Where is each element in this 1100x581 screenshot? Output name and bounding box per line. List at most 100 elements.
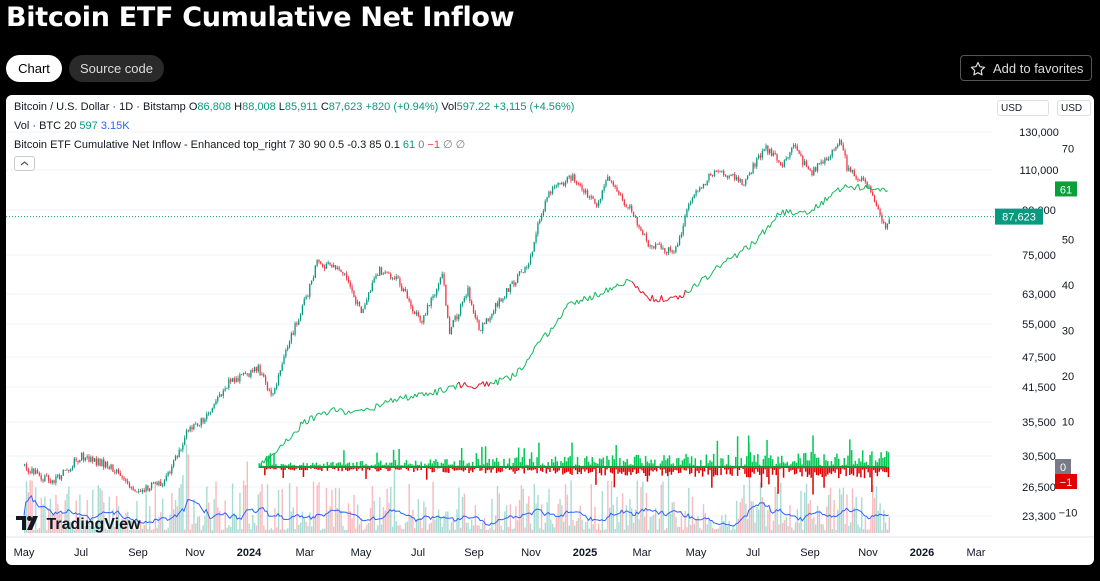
etf-line-segment [751,241,754,244]
volume-bar [759,482,762,533]
candle-body [693,194,695,198]
candle-body [498,298,500,307]
volume-bar [154,481,157,533]
currency-selector-left[interactable]: USD [997,100,1049,116]
inflow-bar-down [804,467,807,472]
etf-line-segment [683,289,686,298]
volume-bar [226,527,228,533]
etf-line-segment [626,278,629,281]
inflow-bar-up [523,448,525,467]
inflow-bar-up [424,463,426,467]
etf-line-segment [659,295,662,302]
inflow-bar-down [758,467,761,475]
inflow-bar-up [411,464,413,467]
inflow-bar-up [755,461,757,467]
candle-body [145,485,147,492]
candle-body [49,480,52,483]
collapse-legend-button[interactable] [14,156,35,171]
candle-body [515,282,517,286]
volume-indicator-legend[interactable]: Vol · BTC 20 597 3.15K [14,120,130,132]
chart-panel[interactable]: 130,000110,00090,00075,00063,00055,00047… [6,95,1094,565]
inflow-bar-down [405,467,408,470]
volume-bar [331,489,333,533]
inflow-bar-down [289,467,292,470]
candle-body [787,157,789,159]
inflow-bar-down [817,467,820,476]
candle-body [47,475,50,481]
etf-line-segment [423,392,427,397]
volume-bar [579,505,581,533]
volume-bar [299,522,302,533]
candle-body [207,413,210,415]
candle-body [439,277,442,284]
volume-bar [391,526,394,533]
indicator-tick-label: 70 [1062,144,1074,156]
candle-body [71,467,74,470]
etf-line-segment [326,412,329,416]
etf-line-segment [587,295,591,302]
etf-line-segment [618,284,622,287]
candle-body [695,190,697,195]
x-tick-label: 2025 [573,547,597,559]
volume-bar [388,502,390,533]
etf-line-segment [712,268,716,272]
inflow-bar-down [306,467,308,471]
inflow-bar-up [810,451,812,467]
inflow-bar-up [644,456,647,467]
etf-line-segment [801,211,804,213]
candle-body [169,472,171,474]
candle-body [244,372,247,374]
etf-line-segment [559,315,563,320]
inflow-bar-down [315,467,318,470]
inflow-bar-up [751,461,754,467]
volume-bar [401,528,403,533]
inflow-bar-down [884,467,886,473]
candle-body [101,459,103,467]
inflow-bar-up [861,450,864,467]
inflow-bar-down [420,467,422,470]
tab-chart[interactable]: Chart [6,55,62,82]
inflow-bar-up [885,451,888,467]
add-to-favorites-button[interactable]: Add to favorites [960,55,1092,81]
tab-source-code[interactable]: Source code [69,55,164,82]
volume-bar [585,522,587,533]
etf-line-segment [315,413,318,417]
candle-body [222,390,224,396]
etf-line-segment [501,378,504,380]
volume-bar [73,530,76,533]
etf-line-segment [425,392,429,397]
inflow-bar-down [795,467,798,474]
inflow-bar-down [528,467,531,470]
inflow-bar-up [747,435,750,467]
volume-bar [612,504,615,533]
etf-line-segment [806,213,809,215]
candle-body [93,458,96,462]
symbol-name[interactable]: Bitcoin / U.S. Dollar · 1D · Bitstamp [14,101,186,113]
candle-body [204,419,206,423]
inflow-bar-up [628,464,630,467]
candle-body [292,333,294,335]
candle-body [647,240,649,247]
candle-body [708,173,710,181]
candle-body [482,323,484,332]
inflow-bar-up [466,463,468,467]
inflow-bar-up [795,462,798,467]
inflow-bar-down [425,467,428,480]
inflow-bar-up [459,460,461,467]
etf-line-segment [283,438,287,444]
chart-canvas[interactable]: 130,000110,00090,00075,00063,00055,00047… [6,95,1094,565]
candle-body [125,479,127,482]
etf-indicator-legend[interactable]: Bitcoin ETF Cumulative Net Inflow - Enha… [14,138,465,151]
volume-bar [454,529,456,533]
etf-line-segment [674,295,677,298]
inflow-bar-up [348,462,351,467]
etf-line-segment [771,220,774,223]
candle-body [752,163,754,174]
inflow-bar-down [725,467,728,475]
candle-body [667,247,670,254]
volume-bar [320,529,322,533]
volume-bar [119,523,122,533]
volume-bar [607,481,609,533]
currency-selector-right[interactable]: USD [1057,100,1091,116]
volume-bar [224,500,226,533]
